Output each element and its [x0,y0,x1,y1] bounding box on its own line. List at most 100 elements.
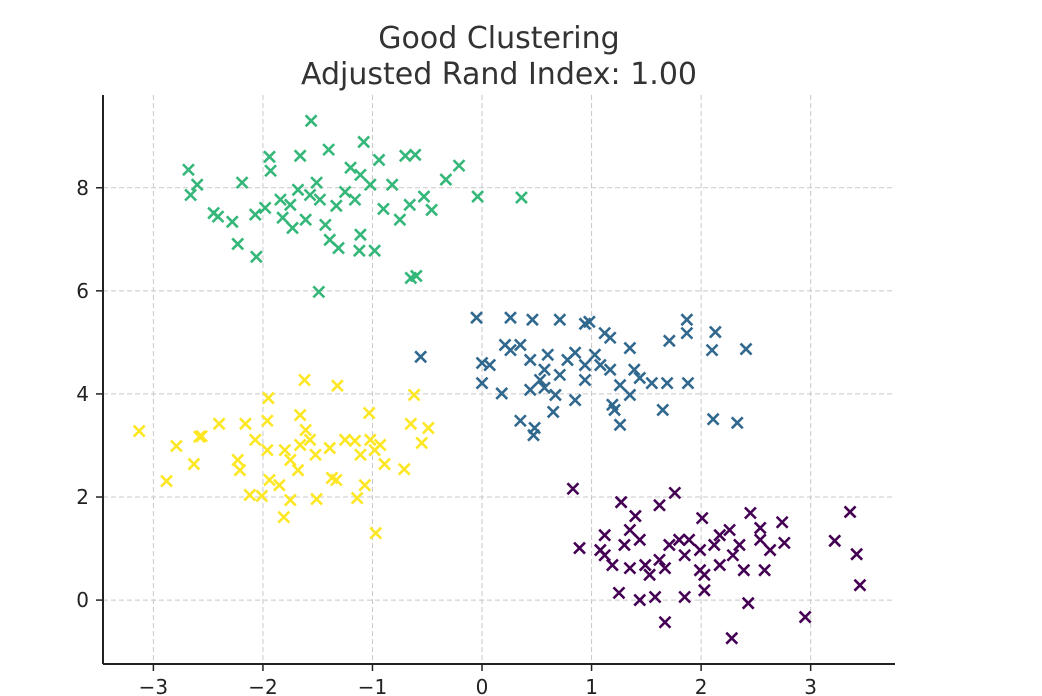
data-point [628,509,642,523]
data-point [274,193,287,207]
data-point [627,363,641,377]
data-point [775,515,789,529]
data-point [653,553,666,567]
data-point [633,593,647,607]
data-point [578,358,592,372]
data-point [678,548,692,562]
data-point [623,341,637,355]
data-point [515,191,528,204]
data-point [352,244,366,258]
data-point [725,631,739,645]
data-point [707,538,721,552]
data-point [598,528,612,542]
data-point [225,215,239,229]
data-point [726,548,740,562]
data-point [633,533,647,547]
data-point [713,528,727,542]
data-point [471,190,485,203]
data-point [344,161,357,175]
data-point [310,492,324,506]
data-point [323,441,337,455]
axes: −3 −2 −1 0 1 2 3 0 2 4 6 8 [76,95,895,696]
data-point [258,201,272,215]
data-point [293,149,307,163]
data-point [354,168,367,182]
data-point [495,386,509,400]
data-point [475,376,489,390]
data-point [309,448,322,462]
data-point [408,148,422,162]
grid [103,95,895,664]
series-0 [182,114,528,299]
data-point [528,421,542,435]
data-point [614,495,628,509]
data-point [421,421,435,435]
data-point [739,342,753,356]
data-point [233,463,247,477]
data-point [546,405,560,419]
data-point [407,388,421,402]
data-point [272,478,286,492]
data-point [322,143,336,157]
data-point [363,433,377,447]
data-point [523,383,537,397]
data-point [348,193,362,207]
data-point [238,417,252,431]
data-point [312,285,326,299]
data-point [705,343,719,357]
data-point [828,534,842,548]
data-point [293,438,307,452]
data-point [582,315,596,329]
data-point [681,376,695,390]
data-point [706,412,720,426]
data-point [533,373,547,387]
data-point [303,433,317,447]
data-point [541,348,555,362]
data-point [264,164,278,178]
series-2 [132,373,435,540]
data-point [358,478,372,492]
data-point [249,250,263,264]
data-point [325,471,339,485]
data-point [618,538,631,552]
data-point [372,153,386,167]
y-tick-label: 6 [76,279,89,303]
data-point [260,443,274,457]
data-point [417,190,431,203]
data-point [260,414,274,428]
data-point [310,176,324,190]
data-point [578,373,592,387]
data-point [504,311,517,325]
data-point [623,561,637,575]
x-tick-label: −2 [248,675,277,696]
data-point [853,578,867,592]
data-point [605,558,619,572]
x-tick-label: 2 [695,675,708,696]
data-point [278,443,292,457]
data-point [231,453,245,467]
data-point [354,228,367,242]
data-point [403,198,417,212]
data-point [354,448,367,462]
data-point [425,203,439,217]
data-point [680,313,694,327]
data-point [187,457,201,471]
data-point [697,568,711,582]
data-point [513,414,527,428]
x-tick-label: 1 [585,675,598,696]
data-point [195,429,209,443]
data-point [248,433,262,447]
series-3 [566,482,867,645]
data-point [286,221,299,235]
data-point [660,376,674,390]
data-point [184,188,198,202]
data-point [538,363,551,377]
x-tick-label: −3 [139,675,168,696]
data-point [304,114,318,128]
data-point [713,558,727,572]
data-point [263,150,276,164]
data-point [613,418,627,432]
data-point [369,526,383,540]
data-point [758,563,772,577]
data-point [397,462,411,476]
